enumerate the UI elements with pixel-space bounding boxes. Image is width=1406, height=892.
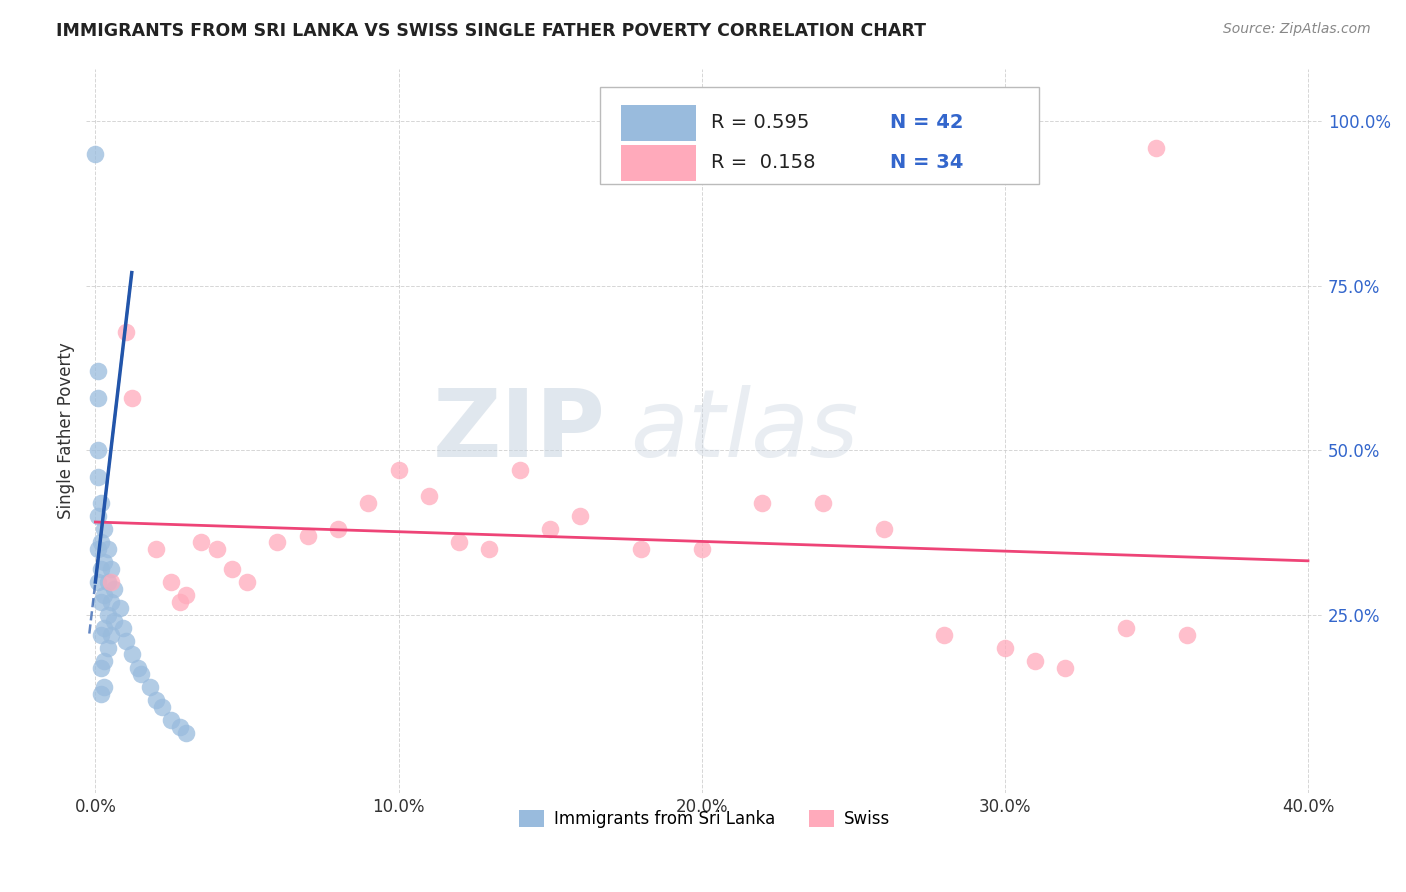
Point <box>139 681 162 695</box>
Point <box>326 522 349 536</box>
Point <box>93 654 115 668</box>
Point <box>93 681 115 695</box>
Point <box>751 496 773 510</box>
Point <box>145 542 167 557</box>
Point <box>93 588 115 602</box>
Point <box>934 628 956 642</box>
Point <box>127 660 149 674</box>
Point <box>129 667 152 681</box>
Point <box>160 713 183 727</box>
Text: ZIP: ZIP <box>433 384 606 476</box>
Text: Source: ZipAtlas.com: Source: ZipAtlas.com <box>1223 22 1371 37</box>
FancyBboxPatch shape <box>599 87 1039 185</box>
Point <box>87 469 110 483</box>
Text: N = 34: N = 34 <box>890 153 963 172</box>
Point <box>103 615 125 629</box>
Point <box>236 574 259 589</box>
Point <box>114 325 136 339</box>
Point <box>93 621 115 635</box>
Text: R = 0.595: R = 0.595 <box>711 113 810 132</box>
Point <box>93 555 115 569</box>
Point <box>100 562 122 576</box>
Point <box>569 509 592 524</box>
Point <box>357 496 380 510</box>
Point <box>1024 654 1046 668</box>
Point <box>509 463 531 477</box>
Point <box>1115 621 1137 635</box>
Point <box>1144 140 1167 154</box>
Point <box>100 628 122 642</box>
Point <box>150 700 173 714</box>
FancyBboxPatch shape <box>620 104 696 141</box>
Point <box>449 535 471 549</box>
Point <box>87 574 110 589</box>
Point <box>176 726 198 740</box>
Point <box>630 542 652 557</box>
Point <box>121 391 143 405</box>
Point <box>205 542 228 557</box>
Text: IMMIGRANTS FROM SRI LANKA VS SWISS SINGLE FATHER POVERTY CORRELATION CHART: IMMIGRANTS FROM SRI LANKA VS SWISS SINGL… <box>56 22 927 40</box>
Point <box>387 463 409 477</box>
Point <box>297 529 319 543</box>
Point <box>90 562 112 576</box>
Point <box>690 542 713 557</box>
Point <box>221 562 243 576</box>
Point <box>96 640 118 655</box>
Point <box>1175 628 1198 642</box>
Point <box>160 574 183 589</box>
FancyBboxPatch shape <box>620 145 696 181</box>
Point <box>90 628 112 642</box>
Point <box>90 687 112 701</box>
Point <box>121 648 143 662</box>
Point <box>93 522 115 536</box>
Point <box>108 601 131 615</box>
Point <box>190 535 212 549</box>
Point <box>811 496 834 510</box>
Legend: Immigrants from Sri Lanka, Swiss: Immigrants from Sri Lanka, Swiss <box>513 804 897 835</box>
Point <box>90 660 112 674</box>
Point <box>96 607 118 622</box>
Point <box>994 640 1017 655</box>
Point <box>90 496 112 510</box>
Point <box>87 443 110 458</box>
Text: R =  0.158: R = 0.158 <box>711 153 815 172</box>
Point <box>103 582 125 596</box>
Point <box>100 574 122 589</box>
Point <box>872 522 894 536</box>
Text: atlas: atlas <box>630 385 859 476</box>
Point <box>114 634 136 648</box>
Point <box>90 535 112 549</box>
Point <box>169 720 191 734</box>
Point <box>96 542 118 557</box>
Point <box>538 522 561 536</box>
Point <box>111 621 134 635</box>
Point <box>418 490 440 504</box>
Point <box>87 509 110 524</box>
Y-axis label: Single Father Poverty: Single Father Poverty <box>58 343 75 519</box>
Point <box>84 147 107 161</box>
Point <box>87 542 110 557</box>
Point <box>176 588 198 602</box>
Point <box>169 595 191 609</box>
Point <box>1054 660 1077 674</box>
Point <box>87 364 110 378</box>
Point <box>87 391 110 405</box>
Point <box>145 693 167 707</box>
Point <box>90 595 112 609</box>
Point <box>266 535 288 549</box>
Point <box>100 595 122 609</box>
Point <box>96 574 118 589</box>
Point <box>478 542 501 557</box>
Text: N = 42: N = 42 <box>890 113 963 132</box>
